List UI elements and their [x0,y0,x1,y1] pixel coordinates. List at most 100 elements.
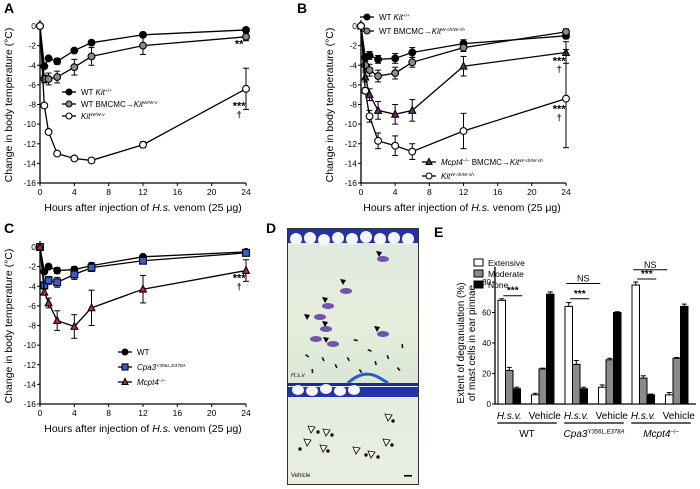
chart-c-xtick-label: 16 [173,408,183,418]
histology-hsv-label: H.s.v [291,373,305,379]
histology-panel: H.s.v Vehicle [287,228,419,485]
chart-b-data-point [373,105,383,114]
chart-b-legend-marker [425,172,433,180]
histology-fat-cell [318,234,330,246]
chart-c-ytick-label: -12 [24,360,37,370]
chart-b-data-point [390,109,400,118]
histology-vessel [346,372,389,385]
chart-c-data-point [241,265,251,275]
histology-fat-cell [388,232,400,244]
chart-c-legend-label: Mcpt4–/– [137,378,166,387]
chart-a-xtick-label: 4 [72,187,77,197]
histology-speck [311,369,314,374]
chart-a-legend-label: WT Kit+/+ [81,88,112,97]
chart-c-data-point [139,256,147,265]
histology-speck [305,354,310,358]
histology-mast-cell [314,314,326,320]
histology-fat-cell [290,233,302,245]
chart-c-xtick-label: 12 [138,408,148,418]
chart-e-bar [680,305,689,405]
chart-b-data-point [374,72,383,80]
histology-vehicle-image [288,386,418,484]
histology-speck [334,364,338,369]
chart-a-ytick-label: -8 [28,100,36,110]
chart-e-bar [639,377,648,405]
chart-c-annotation: *** [233,272,247,284]
chart-e-ytick-label: 0 [487,400,492,409]
chart-c-xtick-label: 0 [38,408,43,418]
filled-arrowhead-icon [323,337,329,343]
chart-b-ytick-label: -2 [349,41,357,51]
chart-e-bar [579,388,588,405]
chart-e-significance-label: *** [507,286,519,297]
chart-a-ytick-label: -14 [24,158,37,168]
histology-mast-cell [326,449,330,453]
chart-e-ytick-label: 60 [482,309,491,318]
histology-fat-cell [334,386,346,396]
chart-b-ytick-label: -14 [345,158,358,168]
chart-a-legend-marker [65,100,73,108]
histology-speck [358,368,363,374]
chart-b-annotation: *** [553,103,567,115]
chart-a-data-point [242,32,250,41]
chart-a-data-point [242,84,250,93]
histology-mast-cell [391,419,395,423]
filled-arrowhead-icon [340,279,346,285]
filled-arrowhead-icon [322,297,328,303]
histology-speck [367,349,372,352]
chart-e-bar [665,394,674,405]
histology-mast-cell [316,430,320,434]
chart-a-data-point [242,25,250,34]
chart-b-y-label: Change in body temperature (°C) [324,28,336,183]
filled-arrowhead-icon [304,314,310,320]
chart-a-data-point [139,140,147,149]
chart-c-data-point [44,297,53,307]
chart-b-data-point [391,141,400,150]
chart-a-data-point [40,101,49,110]
chart-a-ytick-label: -6 [28,80,36,90]
chart-a-legend-marker [65,88,73,96]
chart-e-xtick-label: Vehicle [596,411,629,422]
histology-mast-cell [340,288,352,294]
chart-e-bar [605,359,614,405]
chart-b-data-point [408,147,417,156]
histology-divider [288,383,418,387]
chart-b-ytick-label: -10 [345,119,358,129]
chart-b-annotation: *** [553,55,567,67]
panel-letter-e: E [434,224,444,240]
histology-speck [321,357,325,362]
chart-b-data-point [562,94,570,103]
panel-letter-d: D [266,220,277,236]
histology-mast-cell [377,331,389,337]
scale-bar [404,475,412,477]
chart-b-xtick-label: 24 [561,187,571,197]
chart-e-significance-label: *** [574,289,586,300]
chart-b-data-point [459,61,468,70]
chart-e-bar [538,368,547,405]
chart-c-legend-marker [121,377,129,386]
chart-c-data-point [53,278,62,287]
chart-e-xtick-label: H.s.v. [497,411,522,422]
chart-a-ytick-label: -12 [24,139,37,149]
chart-c-data-point [52,315,62,325]
chart-a-ytick-label: -10 [24,119,37,129]
chart-b-legend-label: WT Kit+/+ [379,13,410,22]
chart-a-data-point [87,156,96,165]
histology-speck [374,361,377,366]
chart-c-y-label: Change in body temperature (°C) [3,249,15,404]
chart-e-bar [631,284,640,405]
histology-fat-cell [320,384,332,394]
histology-fat-cell [348,385,360,395]
chart-c-ytick-label: -4 [28,281,36,291]
chart-e-legend-swatch [473,269,484,278]
histology-mast-cell [376,455,380,459]
chart-c-ytick-label: -8 [28,321,36,331]
chart-e-significance-label: NS [644,260,657,270]
chart-e-xtick-label: H.s.v. [564,411,589,422]
chart-b-data-point [374,136,383,145]
chart-c-annotation: † [237,281,242,291]
histology-marks [288,229,418,477]
chart-b-xtick-label: 0 [359,187,364,197]
chart-a-ytick-label: -4 [28,60,36,70]
